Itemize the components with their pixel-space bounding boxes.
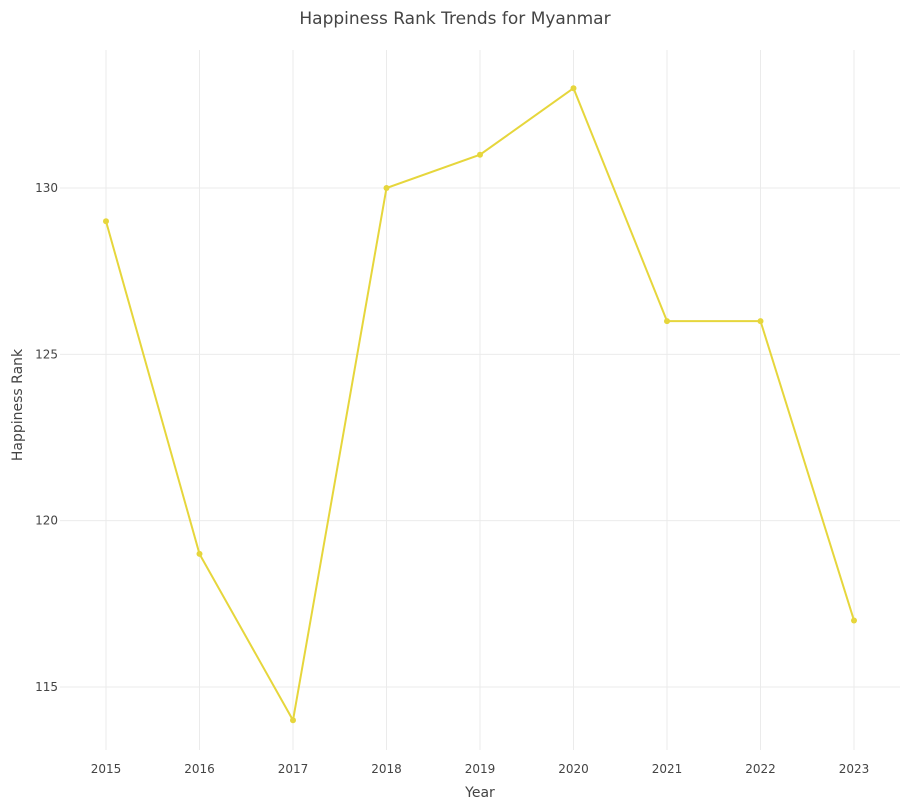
data-point (196, 550, 203, 557)
y-axis-title: Happiness Rank (10, 348, 26, 461)
y-axis-ticks: 115 120 125 130 (35, 181, 58, 694)
data-point (477, 151, 483, 158)
x-tick-label: 2016 (184, 762, 215, 776)
x-tick-label: 2023 (839, 762, 870, 776)
y-gridlines (60, 187, 900, 688)
y-tick-label: 115 (35, 680, 58, 694)
data-point (103, 218, 109, 225)
x-tick-label: 2018 (371, 762, 402, 776)
x-tick-label: 2022 (745, 762, 776, 776)
chart-title: Happiness Rank Trends for Myanmar (299, 9, 610, 29)
x-axis-ticks: 2015 2016 2017 2018 2019 2020 2021 2022 2023 (91, 762, 870, 776)
data-point (664, 318, 670, 325)
x-tick-label: 2020 (558, 762, 589, 776)
x-tick-label: 2021 (652, 762, 683, 776)
data-points (103, 85, 857, 724)
x-tick-label: 2019 (465, 762, 496, 776)
data-point (383, 185, 390, 191)
y-tick-label: 125 (35, 347, 58, 361)
data-point (290, 717, 296, 724)
x-tick-label: 2017 (278, 762, 309, 776)
x-axis-title: Year (464, 785, 495, 800)
data-point (570, 85, 577, 92)
y-tick-label: 130 (35, 181, 58, 195)
data-point (757, 318, 764, 325)
x-tick-label: 2015 (91, 762, 122, 776)
data-point (851, 617, 857, 624)
y-tick-label: 120 (35, 514, 58, 528)
x-gridlines (105, 50, 855, 750)
